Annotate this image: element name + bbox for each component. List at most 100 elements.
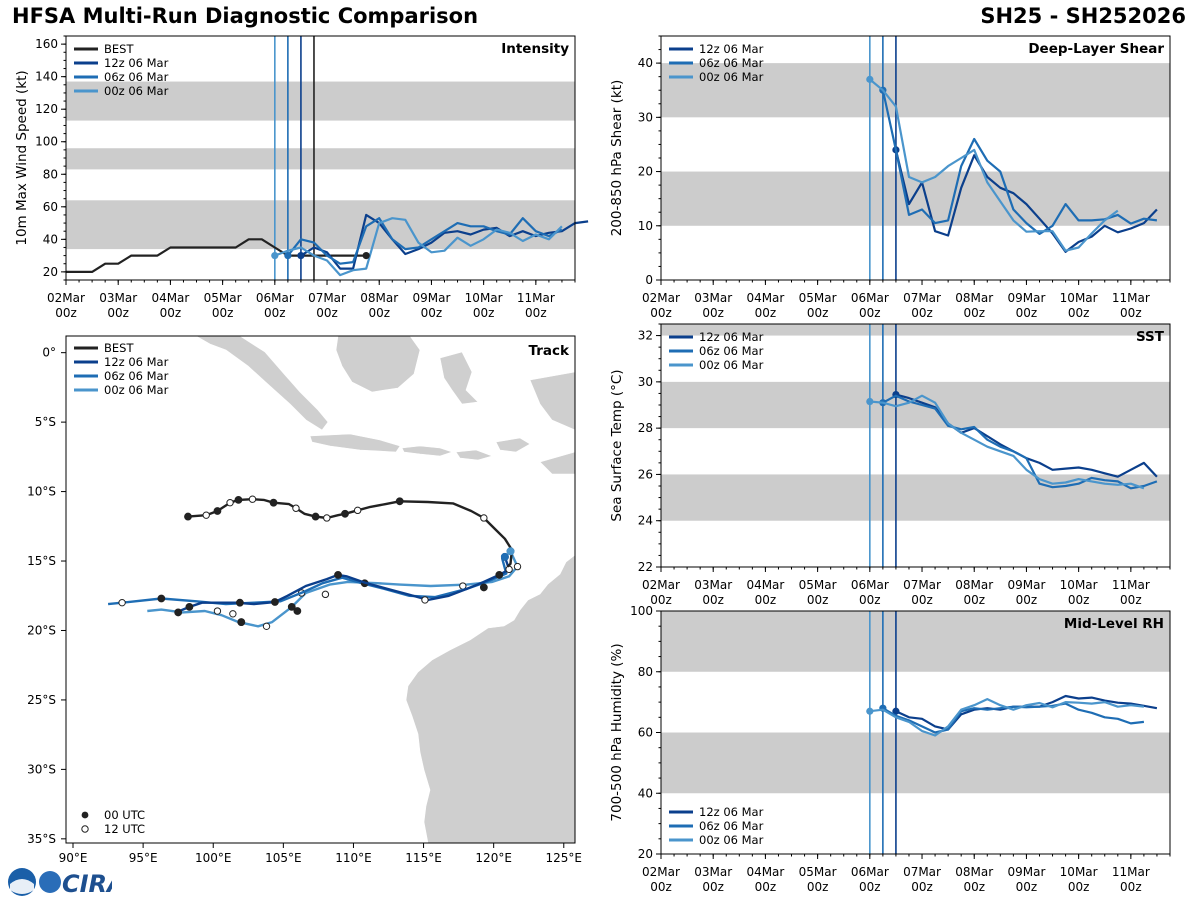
intensity-xtick-label: 00z bbox=[212, 306, 234, 320]
rh-xtick-label: 00z bbox=[807, 880, 829, 894]
intensity-ytick-label: 40 bbox=[43, 232, 58, 246]
track-run-start-00z bbox=[506, 547, 515, 556]
intensity-init-point bbox=[284, 252, 292, 260]
sst-panel: 22242628303202Mar00z03Mar00z04Mar00z05Ma… bbox=[609, 323, 1171, 607]
intensity-ytick-label: 120 bbox=[35, 102, 58, 116]
sst-xtick-label: 03Mar bbox=[694, 578, 732, 592]
track-point-00utc bbox=[287, 602, 296, 611]
sst-xtick-label: 00z bbox=[911, 593, 933, 607]
intensity-xtick-label: 10Mar bbox=[465, 291, 503, 305]
intensity-ytick-label: 60 bbox=[43, 200, 58, 214]
shear-ytick-label: 40 bbox=[638, 56, 653, 70]
rh-series-run12z bbox=[895, 694, 1158, 731]
intensity-series-run06z bbox=[287, 217, 563, 265]
track-point-12utc bbox=[321, 590, 330, 599]
intensity-band bbox=[66, 200, 575, 250]
track-point-12utc bbox=[292, 504, 300, 512]
shear-xtick-label: 00z bbox=[1016, 306, 1038, 320]
sst-xtick-label: 02Mar bbox=[642, 578, 680, 592]
shear-xtick-label: 00z bbox=[859, 306, 881, 320]
track-point-00utc bbox=[235, 598, 244, 607]
intensity-ytick-label: 160 bbox=[35, 37, 58, 51]
shear-xtick-label: 00z bbox=[807, 306, 829, 320]
track-ytick-label: 15°S bbox=[27, 554, 56, 568]
intensity-xtick-label: 00z bbox=[368, 306, 390, 320]
track-legend-label: 06z 06 Mar bbox=[104, 369, 169, 383]
track-legend-00utc-marker bbox=[81, 811, 89, 819]
rh-xtick-label: 03Mar bbox=[694, 865, 732, 879]
intensity-xtick-label: 00z bbox=[160, 306, 182, 320]
intensity-band bbox=[66, 81, 575, 121]
track-ytick-label: 30°S bbox=[27, 762, 56, 776]
rh-ylabel: 700-500 hPa Humidity (%) bbox=[609, 643, 625, 821]
track-xtick-label: 105°E bbox=[265, 851, 302, 865]
track-point-00utc bbox=[395, 497, 404, 506]
shear-xtick-label: 02Mar bbox=[642, 291, 680, 305]
intensity-xtick-label: 00z bbox=[316, 306, 338, 320]
shear-ytick-label: 10 bbox=[638, 219, 653, 233]
shear-series-run00z bbox=[869, 78, 1119, 252]
intensity-ytick-label: 80 bbox=[43, 167, 58, 181]
intensity-xtick-label: 05Mar bbox=[204, 291, 242, 305]
shear-xtick-label: 11Mar bbox=[1112, 291, 1150, 305]
shear-ylabel: 200-850 hPa Shear (kt) bbox=[609, 80, 625, 237]
track-xtick-label: 100°E bbox=[195, 851, 232, 865]
track-point-00utc bbox=[334, 571, 342, 579]
cira-globe-icon bbox=[39, 871, 61, 893]
track-point-12utc bbox=[248, 495, 257, 503]
intensity-legend-label: 06z 06 Mar bbox=[104, 70, 169, 84]
rh-init-point bbox=[892, 707, 900, 715]
rh-xtick-label: 00z bbox=[650, 880, 672, 894]
rh-legend-label: 06z 06 Mar bbox=[699, 819, 764, 833]
sst-ytick-label: 30 bbox=[638, 375, 653, 389]
shear-legend-label: 00z 06 Mar bbox=[699, 70, 764, 84]
sst-title: SST bbox=[1136, 329, 1165, 345]
sst-series-run06z bbox=[882, 394, 1158, 490]
track-point-12utc bbox=[513, 562, 522, 571]
sst-xtick-label: 04Mar bbox=[746, 578, 784, 592]
intensity-xtick-label: 02Mar bbox=[47, 291, 85, 305]
track-point-00utc bbox=[311, 512, 320, 521]
track-point-00utc bbox=[234, 496, 243, 504]
intensity-panel: 2040608010012014016002Mar00z03Mar00z04Ma… bbox=[14, 35, 589, 320]
track-legend-label: 12z 06 Mar bbox=[104, 355, 169, 369]
track-point-00utc bbox=[271, 598, 279, 606]
rh-series-run00z bbox=[869, 698, 1145, 737]
rh-xtick-label: 00z bbox=[1068, 880, 1090, 894]
sst-xtick-label: 00z bbox=[650, 593, 672, 607]
shear-xtick-label: 06Mar bbox=[851, 291, 889, 305]
track-point-00utc bbox=[479, 583, 488, 592]
track-ytick-label: 5°S bbox=[35, 415, 56, 429]
track-point-12utc bbox=[118, 598, 126, 607]
track-xtick-label: 95°E bbox=[129, 851, 158, 865]
track-point-12utc bbox=[213, 607, 222, 615]
rh-ytick-label: 40 bbox=[638, 786, 653, 800]
track-line-best bbox=[187, 498, 514, 568]
track-point-00utc bbox=[341, 509, 349, 518]
track-panel: 90°E 95°E 100°E 105°E 110°E 115°E 120°E 125°E 0°… bbox=[27, 335, 582, 865]
rh-xtick-label: 08Mar bbox=[955, 865, 993, 879]
intensity-ytick-label: 140 bbox=[35, 70, 58, 84]
rh-ytick-label: 100 bbox=[630, 604, 653, 618]
track-xtick-label: 115°E bbox=[405, 851, 442, 865]
intensity-xtick-label: 00z bbox=[473, 306, 495, 320]
rh-xtick-label: 04Mar bbox=[746, 865, 784, 879]
intensity-xtick-label: 07Mar bbox=[308, 291, 346, 305]
shear-series-run06z bbox=[881, 89, 1158, 235]
sst-xtick-label: 00z bbox=[1068, 593, 1090, 607]
track-point-12utc bbox=[353, 506, 362, 515]
track-legend-12utc-label: 12 UTC bbox=[104, 822, 145, 836]
shear-ytick-label: 20 bbox=[638, 165, 653, 179]
track-point-00utc bbox=[495, 571, 504, 579]
rh-xtick-label: 11Mar bbox=[1112, 865, 1150, 879]
sst-ytick-label: 22 bbox=[638, 560, 653, 574]
track-point-00utc bbox=[293, 607, 302, 615]
track-point-12utc bbox=[202, 511, 210, 519]
cira-logo-text: CIRA bbox=[62, 870, 112, 898]
shear-xtick-label: 05Mar bbox=[799, 291, 837, 305]
rh-xtick-label: 09Mar bbox=[1007, 865, 1045, 879]
rh-xtick-label: 07Mar bbox=[903, 865, 941, 879]
track-point-00utc bbox=[174, 608, 183, 617]
shear-xtick-label: 09Mar bbox=[1007, 291, 1045, 305]
rh-xtick-label: 00z bbox=[1120, 880, 1142, 894]
